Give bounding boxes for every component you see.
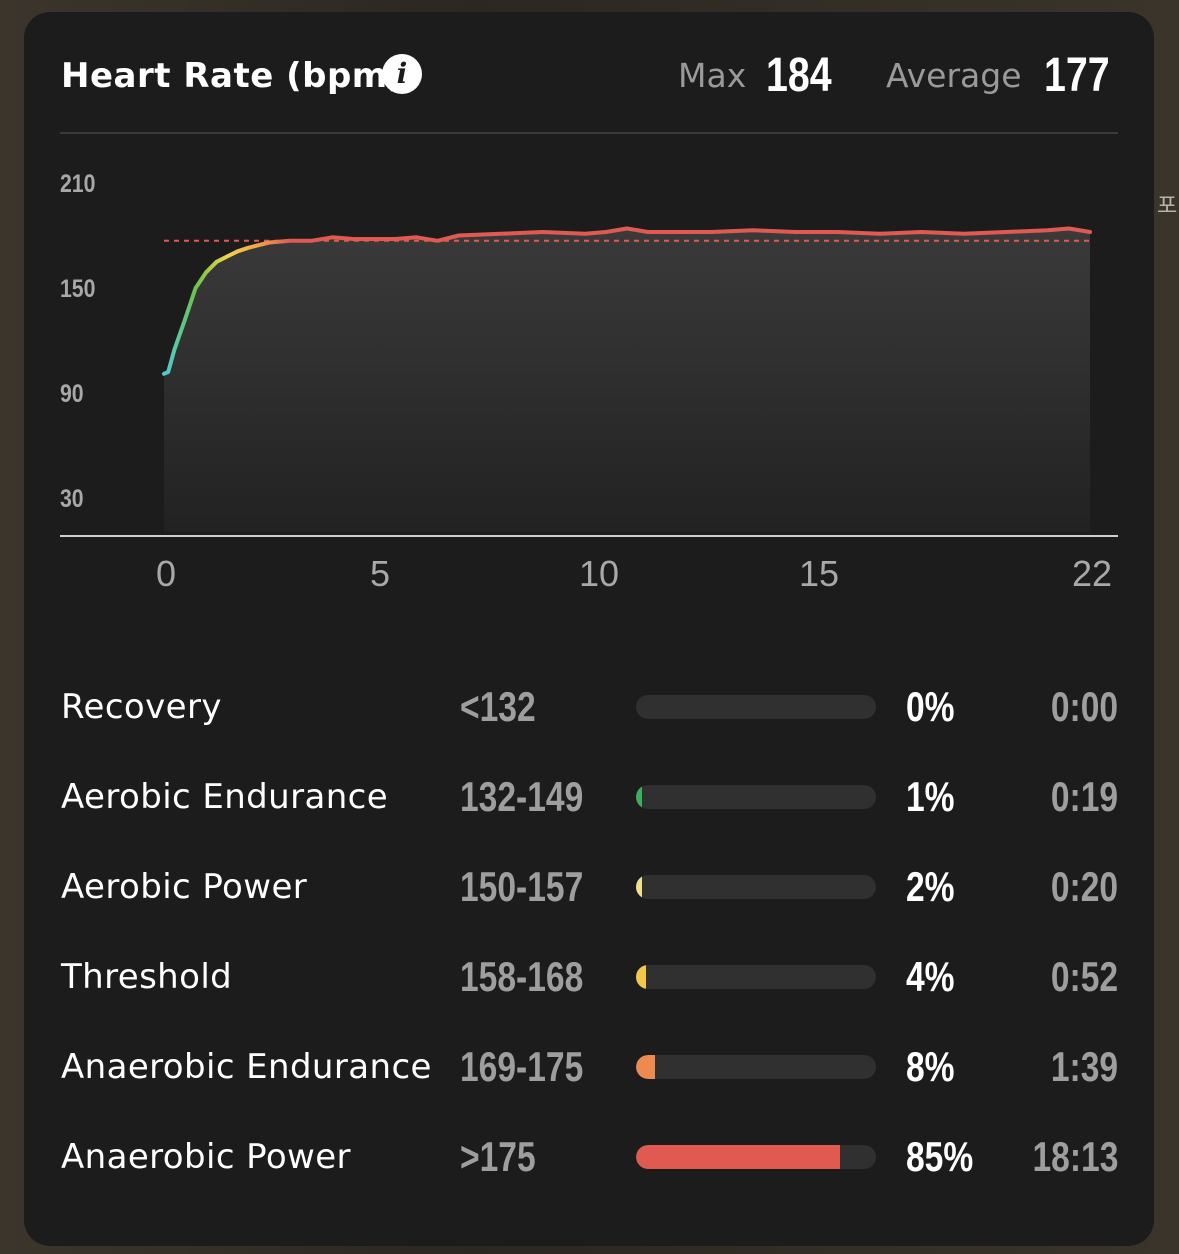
zone-percent: 8%	[906, 1043, 955, 1090]
heart-rate-line	[162, 226, 1092, 376]
zone-bar-track	[636, 695, 876, 719]
zone-name: Aerobic Power	[61, 867, 308, 907]
zone-name: Anaerobic Power	[61, 1137, 351, 1177]
zone-name: Anaerobic Endurance	[61, 1047, 432, 1087]
zone-time: 0:52	[1050, 953, 1118, 1000]
zone-range: 158-168	[460, 953, 584, 1000]
zone-bar-fill	[636, 965, 646, 989]
zone-bar-track	[636, 785, 876, 809]
header-divider	[60, 132, 1118, 134]
heart-rate-area	[164, 228, 1090, 532]
zone-row: Recovery <132 0% 0:00	[24, 677, 1154, 737]
x-tick-label: 15	[799, 553, 839, 594]
x-tick-label: 10	[579, 553, 619, 594]
zone-bar-fill	[636, 785, 642, 809]
zone-percent: 85%	[906, 1133, 974, 1180]
average-value: 177	[1044, 49, 1110, 102]
card-title: Heart Rate (bpm)	[61, 56, 404, 96]
zone-row: Aerobic Power 150-157 2% 0:20	[24, 857, 1154, 917]
zone-range: 169-175	[460, 1043, 584, 1090]
background-edge-glyphs: 포	[1157, 194, 1178, 219]
heart-rate-chart: 210 150 90 30 0 5 10 15 22	[60, 169, 1118, 594]
zone-name: Recovery	[61, 687, 222, 727]
zone-name: Aerobic Endurance	[61, 777, 389, 817]
max-value: 184	[766, 49, 832, 102]
zone-percent: 4%	[906, 953, 955, 1000]
info-icon[interactable]: i	[382, 54, 422, 94]
y-tick-label: 30	[60, 484, 84, 512]
zone-bar-fill	[636, 1145, 840, 1169]
zone-range: >175	[460, 1133, 536, 1180]
x-tick-label: 5	[370, 553, 390, 594]
heart-rate-card: Heart Rate (bpm) i Max 184 Average 177 2…	[24, 12, 1154, 1246]
y-tick-label: 150	[60, 274, 95, 302]
zone-percent: 2%	[906, 863, 955, 910]
max-label: Max	[678, 56, 747, 95]
zone-percent: 1%	[906, 773, 955, 820]
zone-bar-track	[636, 965, 876, 989]
zone-time: 0:20	[1050, 863, 1118, 910]
x-tick-label: 0	[156, 553, 176, 594]
zone-row: Anaerobic Endurance 169-175 8% 1:39	[24, 1037, 1154, 1097]
zone-list: Recovery <132 0% 0:00 Aerobic Endurance 132-1…	[24, 12, 1154, 1246]
zone-row: Aerobic Endurance 132-149 1% 0:19	[24, 767, 1154, 827]
y-tick-label: 90	[60, 379, 84, 407]
zone-range: 150-157	[460, 863, 584, 910]
zone-percent: 0%	[906, 683, 955, 730]
zone-time: 0:19	[1050, 773, 1118, 820]
average-label: Average	[886, 56, 1022, 95]
y-tick-label: 210	[60, 169, 95, 197]
zone-bar-fill	[636, 875, 642, 899]
zone-bar-track	[636, 875, 876, 899]
zone-time: 1:39	[1050, 1043, 1118, 1090]
zone-range: <132	[460, 683, 536, 730]
zone-row: Anaerobic Power >175 85% 18:13	[24, 1127, 1154, 1187]
zone-name: Threshold	[61, 957, 233, 997]
x-tick-label: 22	[1072, 553, 1112, 594]
zone-bar-track	[636, 1145, 876, 1169]
zone-bar-fill	[636, 1055, 655, 1079]
zone-range: 132-149	[460, 773, 584, 820]
zone-time: 0:00	[1050, 683, 1118, 730]
zone-bar-track	[636, 1055, 876, 1079]
zone-time: 18:13	[1032, 1133, 1118, 1180]
zone-row: Threshold 158-168 4% 0:52	[24, 947, 1154, 1007]
